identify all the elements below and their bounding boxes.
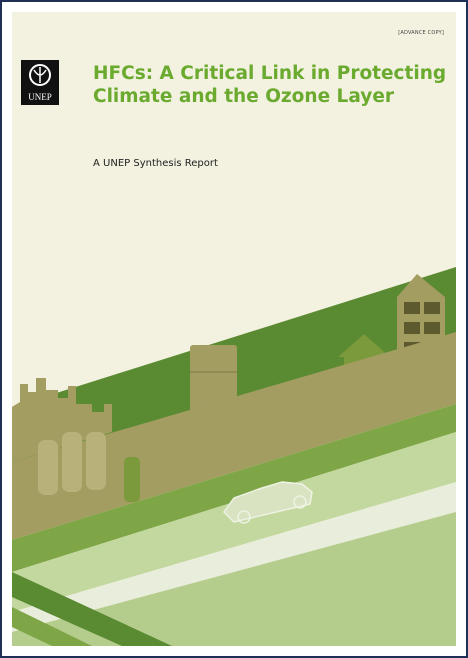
cover-page: [ADVANCE COPY] UNEP HFCs: A Critical Lin… — [12, 12, 456, 646]
logo-emblem — [21, 60, 59, 90]
title-line: HFCs: A Critical Link in Protecting — [93, 62, 446, 85]
logo-text: UNEP — [21, 92, 59, 102]
cover-frame: [ADVANCE COPY] UNEP HFCs: A Critical Lin… — [0, 0, 468, 658]
report-subtitle: A UNEP Synthesis Report — [93, 158, 218, 169]
unep-logo: UNEP — [21, 60, 59, 105]
title-line: Climate and the Ozone Layer — [93, 85, 446, 108]
advance-copy-tag: [ADVANCE COPY] — [398, 30, 444, 36]
report-title: HFCs: A Critical Link in Protecting Clim… — [93, 62, 446, 108]
